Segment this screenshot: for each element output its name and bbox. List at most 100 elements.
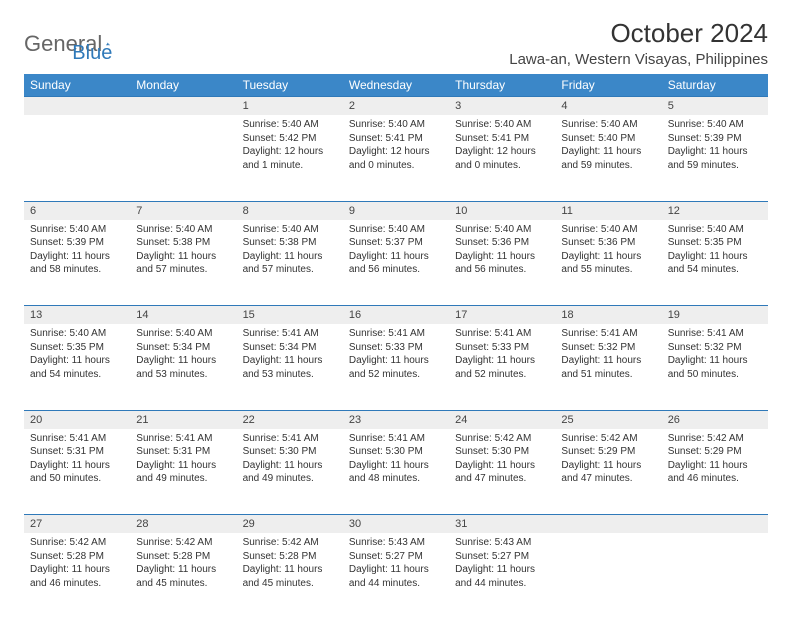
day-number-cell	[130, 97, 236, 116]
day-details: Sunrise: 5:41 AMSunset: 5:34 PMDaylight:…	[237, 324, 343, 387]
day-number-cell: 22	[237, 410, 343, 429]
day-details: Sunrise: 5:42 AMSunset: 5:28 PMDaylight:…	[130, 533, 236, 596]
brand-logo: General Blue	[24, 18, 112, 65]
day-number-cell: 30	[343, 515, 449, 534]
day-details: Sunrise: 5:43 AMSunset: 5:27 PMDaylight:…	[343, 533, 449, 596]
day-number-cell: 25	[555, 410, 661, 429]
day-number-cell: 3	[449, 97, 555, 116]
day-cell: Sunrise: 5:41 AMSunset: 5:33 PMDaylight:…	[449, 324, 555, 410]
day-number-cell: 27	[24, 515, 130, 534]
day-cell: Sunrise: 5:40 AMSunset: 5:35 PMDaylight:…	[24, 324, 130, 410]
day-number-cell: 17	[449, 306, 555, 325]
day-details: Sunrise: 5:40 AMSunset: 5:34 PMDaylight:…	[130, 324, 236, 387]
day-details: Sunrise: 5:40 AMSunset: 5:35 PMDaylight:…	[24, 324, 130, 387]
calendar-table: SundayMondayTuesdayWednesdayThursdayFrid…	[24, 74, 768, 619]
day-number-cell: 21	[130, 410, 236, 429]
location-label: Lawa-an, Western Visayas, Philippines	[509, 51, 768, 68]
day-cell: Sunrise: 5:40 AMSunset: 5:35 PMDaylight:…	[662, 220, 768, 306]
day-cell: Sunrise: 5:40 AMSunset: 5:40 PMDaylight:…	[555, 115, 661, 201]
day-cell: Sunrise: 5:42 AMSunset: 5:29 PMDaylight:…	[662, 429, 768, 515]
day-number-cell: 26	[662, 410, 768, 429]
day-header: Tuesday	[237, 74, 343, 97]
title-block: October 2024 Lawa-an, Western Visayas, P…	[509, 18, 768, 68]
day-cell: Sunrise: 5:41 AMSunset: 5:33 PMDaylight:…	[343, 324, 449, 410]
day-header: Monday	[130, 74, 236, 97]
day-details: Sunrise: 5:42 AMSunset: 5:29 PMDaylight:…	[555, 429, 661, 492]
day-details: Sunrise: 5:41 AMSunset: 5:31 PMDaylight:…	[130, 429, 236, 492]
day-cell: Sunrise: 5:40 AMSunset: 5:37 PMDaylight:…	[343, 220, 449, 306]
day-cell: Sunrise: 5:43 AMSunset: 5:27 PMDaylight:…	[449, 533, 555, 619]
day-number-cell: 11	[555, 201, 661, 220]
day-number-cell: 16	[343, 306, 449, 325]
day-details: Sunrise: 5:41 AMSunset: 5:31 PMDaylight:…	[24, 429, 130, 492]
day-header: Friday	[555, 74, 661, 97]
day-cell: Sunrise: 5:40 AMSunset: 5:38 PMDaylight:…	[237, 220, 343, 306]
day-number-cell: 31	[449, 515, 555, 534]
day-cell: Sunrise: 5:40 AMSunset: 5:36 PMDaylight:…	[555, 220, 661, 306]
day-number-cell: 20	[24, 410, 130, 429]
day-number-cell: 13	[24, 306, 130, 325]
day-cell: Sunrise: 5:40 AMSunset: 5:39 PMDaylight:…	[24, 220, 130, 306]
day-cell	[662, 533, 768, 619]
day-cell	[130, 115, 236, 201]
day-number-cell: 8	[237, 201, 343, 220]
day-cell: Sunrise: 5:40 AMSunset: 5:39 PMDaylight:…	[662, 115, 768, 201]
day-cell: Sunrise: 5:41 AMSunset: 5:30 PMDaylight:…	[343, 429, 449, 515]
day-number-cell	[555, 515, 661, 534]
day-cell	[555, 533, 661, 619]
day-header: Sunday	[24, 74, 130, 97]
calendar-page: General Blue October 2024 Lawa-an, Weste…	[0, 0, 792, 637]
day-details: Sunrise: 5:41 AMSunset: 5:33 PMDaylight:…	[449, 324, 555, 387]
day-cell: Sunrise: 5:42 AMSunset: 5:28 PMDaylight:…	[130, 533, 236, 619]
day-cell: Sunrise: 5:40 AMSunset: 5:34 PMDaylight:…	[130, 324, 236, 410]
day-header: Saturday	[662, 74, 768, 97]
day-number-cell: 7	[130, 201, 236, 220]
day-header: Thursday	[449, 74, 555, 97]
day-number-cell: 1	[237, 97, 343, 116]
day-details: Sunrise: 5:41 AMSunset: 5:32 PMDaylight:…	[662, 324, 768, 387]
day-number-cell: 29	[237, 515, 343, 534]
day-header: Wednesday	[343, 74, 449, 97]
day-number-cell: 2	[343, 97, 449, 116]
day-details: Sunrise: 5:40 AMSunset: 5:38 PMDaylight:…	[130, 220, 236, 283]
day-details: Sunrise: 5:40 AMSunset: 5:35 PMDaylight:…	[662, 220, 768, 283]
day-number-cell: 24	[449, 410, 555, 429]
day-cell: Sunrise: 5:40 AMSunset: 5:42 PMDaylight:…	[237, 115, 343, 201]
month-title: October 2024	[509, 18, 768, 49]
day-cell: Sunrise: 5:41 AMSunset: 5:31 PMDaylight:…	[130, 429, 236, 515]
calendar-head: SundayMondayTuesdayWednesdayThursdayFrid…	[24, 74, 768, 97]
calendar-body: 12345Sunrise: 5:40 AMSunset: 5:42 PMDayl…	[24, 97, 768, 620]
day-cell: Sunrise: 5:42 AMSunset: 5:28 PMDaylight:…	[24, 533, 130, 619]
day-cell: Sunrise: 5:42 AMSunset: 5:30 PMDaylight:…	[449, 429, 555, 515]
day-details: Sunrise: 5:40 AMSunset: 5:40 PMDaylight:…	[555, 115, 661, 178]
day-number-cell	[662, 515, 768, 534]
day-number-cell: 15	[237, 306, 343, 325]
day-details: Sunrise: 5:43 AMSunset: 5:27 PMDaylight:…	[449, 533, 555, 596]
day-details: Sunrise: 5:40 AMSunset: 5:37 PMDaylight:…	[343, 220, 449, 283]
day-details: Sunrise: 5:40 AMSunset: 5:36 PMDaylight:…	[449, 220, 555, 283]
day-cell: Sunrise: 5:41 AMSunset: 5:30 PMDaylight:…	[237, 429, 343, 515]
day-cell: Sunrise: 5:40 AMSunset: 5:36 PMDaylight:…	[449, 220, 555, 306]
day-number-cell: 10	[449, 201, 555, 220]
day-number-cell: 23	[343, 410, 449, 429]
day-cell: Sunrise: 5:40 AMSunset: 5:38 PMDaylight:…	[130, 220, 236, 306]
day-details: Sunrise: 5:41 AMSunset: 5:30 PMDaylight:…	[343, 429, 449, 492]
day-details: Sunrise: 5:41 AMSunset: 5:33 PMDaylight:…	[343, 324, 449, 387]
day-number-cell: 19	[662, 306, 768, 325]
day-details: Sunrise: 5:41 AMSunset: 5:30 PMDaylight:…	[237, 429, 343, 492]
day-details: Sunrise: 5:40 AMSunset: 5:41 PMDaylight:…	[449, 115, 555, 178]
day-cell: Sunrise: 5:41 AMSunset: 5:34 PMDaylight:…	[237, 324, 343, 410]
day-cell: Sunrise: 5:42 AMSunset: 5:28 PMDaylight:…	[237, 533, 343, 619]
day-details: Sunrise: 5:40 AMSunset: 5:39 PMDaylight:…	[662, 115, 768, 178]
page-header: General Blue October 2024 Lawa-an, Weste…	[24, 18, 768, 68]
day-number-cell: 28	[130, 515, 236, 534]
day-number-cell: 5	[662, 97, 768, 116]
day-cell: Sunrise: 5:41 AMSunset: 5:31 PMDaylight:…	[24, 429, 130, 515]
day-cell: Sunrise: 5:40 AMSunset: 5:41 PMDaylight:…	[343, 115, 449, 201]
day-number-cell: 4	[555, 97, 661, 116]
day-details: Sunrise: 5:41 AMSunset: 5:32 PMDaylight:…	[555, 324, 661, 387]
day-cell	[24, 115, 130, 201]
day-number-cell: 18	[555, 306, 661, 325]
day-cell: Sunrise: 5:41 AMSunset: 5:32 PMDaylight:…	[555, 324, 661, 410]
day-details: Sunrise: 5:42 AMSunset: 5:30 PMDaylight:…	[449, 429, 555, 492]
